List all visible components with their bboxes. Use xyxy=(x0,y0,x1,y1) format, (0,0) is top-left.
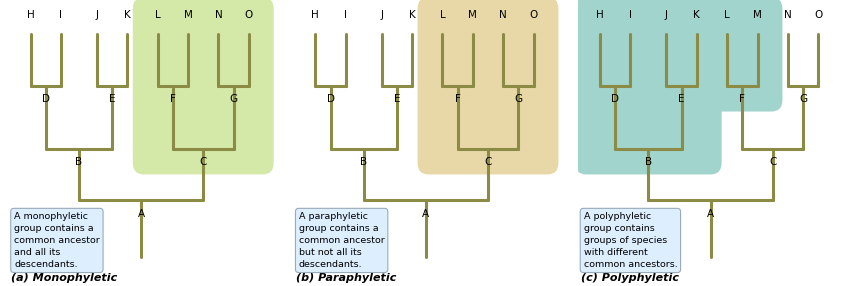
Text: F: F xyxy=(740,94,745,104)
Text: D: D xyxy=(326,94,335,104)
Text: B: B xyxy=(76,157,82,167)
Text: E: E xyxy=(394,94,400,104)
Text: K: K xyxy=(409,10,416,20)
Text: D: D xyxy=(42,94,50,104)
Text: E: E xyxy=(678,94,685,104)
Text: (c) Polyphyletic: (c) Polyphyletic xyxy=(581,273,679,283)
FancyBboxPatch shape xyxy=(702,0,783,112)
Text: L: L xyxy=(439,10,445,20)
Text: M: M xyxy=(753,10,762,20)
Text: I: I xyxy=(629,10,632,20)
FancyBboxPatch shape xyxy=(133,0,274,174)
Text: J: J xyxy=(665,10,668,20)
Text: E: E xyxy=(109,94,116,104)
Text: H: H xyxy=(311,10,320,20)
FancyBboxPatch shape xyxy=(575,0,722,174)
Text: B: B xyxy=(645,157,652,167)
Text: I: I xyxy=(344,10,348,20)
Text: M: M xyxy=(468,10,477,20)
Text: (a) Monophyletic: (a) Monophyletic xyxy=(11,273,117,283)
Text: H: H xyxy=(596,10,604,20)
Text: B: B xyxy=(360,157,367,167)
Text: C: C xyxy=(769,157,776,167)
Text: A: A xyxy=(707,209,714,219)
Text: M: M xyxy=(184,10,192,20)
Text: L: L xyxy=(155,10,161,20)
Text: A paraphyletic
group contains a
common ancestor
but not all its
descendants.: A paraphyletic group contains a common a… xyxy=(298,212,384,269)
Text: J: J xyxy=(380,10,383,20)
Text: N: N xyxy=(784,10,792,20)
Text: C: C xyxy=(484,157,491,167)
Text: O: O xyxy=(530,10,538,20)
Text: A polyphyletic
group contains
groups of species
with different
common ancestors.: A polyphyletic group contains groups of … xyxy=(583,212,677,269)
Text: F: F xyxy=(455,94,461,104)
Text: G: G xyxy=(514,94,523,104)
FancyBboxPatch shape xyxy=(417,0,558,174)
Text: C: C xyxy=(200,157,207,167)
Text: D: D xyxy=(611,94,620,104)
Text: O: O xyxy=(814,10,823,20)
Text: I: I xyxy=(60,10,63,20)
Text: G: G xyxy=(799,94,808,104)
Text: H: H xyxy=(26,10,35,20)
Text: N: N xyxy=(214,10,223,20)
Text: K: K xyxy=(124,10,131,20)
Text: (b) Paraphyletic: (b) Paraphyletic xyxy=(296,273,396,283)
Text: F: F xyxy=(170,94,176,104)
Text: K: K xyxy=(694,10,700,20)
Text: A monophyletic
group contains a
common ancestor
and all its
descendants.: A monophyletic group contains a common a… xyxy=(14,212,99,269)
Text: L: L xyxy=(724,10,730,20)
Text: N: N xyxy=(499,10,507,20)
Text: O: O xyxy=(245,10,253,20)
Text: A: A xyxy=(138,209,145,219)
Text: G: G xyxy=(230,94,238,104)
Text: A: A xyxy=(422,209,429,219)
Text: J: J xyxy=(95,10,99,20)
